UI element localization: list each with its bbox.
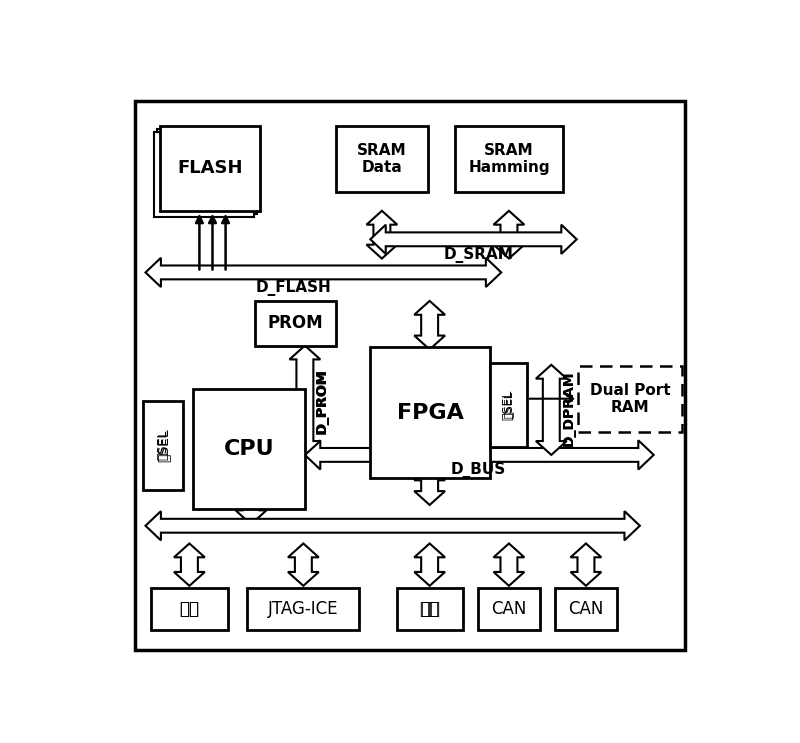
Bar <box>370 347 490 478</box>
Bar <box>247 588 358 631</box>
Polygon shape <box>288 543 318 585</box>
Text: SRAM
Data: SRAM Data <box>357 143 406 175</box>
Bar <box>555 588 617 631</box>
Bar <box>143 401 183 490</box>
Polygon shape <box>494 211 524 259</box>
Bar <box>151 588 228 631</box>
Text: 抗SEL: 抗SEL <box>156 429 170 462</box>
Text: Dual Port
RAM: Dual Port RAM <box>590 383 670 415</box>
Polygon shape <box>146 511 640 540</box>
Text: D_PROM: D_PROM <box>315 368 329 433</box>
Bar <box>398 588 462 631</box>
Polygon shape <box>536 365 566 455</box>
Text: D_SRAM: D_SRAM <box>443 247 513 263</box>
Polygon shape <box>305 441 654 470</box>
Bar <box>157 129 257 214</box>
Polygon shape <box>414 467 445 505</box>
Polygon shape <box>290 345 320 455</box>
Text: FLASH: FLASH <box>178 160 243 178</box>
Bar <box>154 132 254 217</box>
Text: D_BUS: D_BUS <box>450 462 506 478</box>
Bar <box>255 301 336 345</box>
Polygon shape <box>494 543 524 585</box>
Bar <box>578 366 682 432</box>
Polygon shape <box>366 211 398 259</box>
Text: 网口: 网口 <box>420 600 440 618</box>
Polygon shape <box>235 478 266 525</box>
Bar <box>194 389 305 509</box>
Polygon shape <box>370 224 577 254</box>
Polygon shape <box>146 258 502 287</box>
Text: D_DPRAM: D_DPRAM <box>562 371 575 447</box>
Text: D_DPRAM: D_DPRAM <box>562 371 575 447</box>
Text: 抗SEL: 抗SEL <box>156 429 169 460</box>
Bar <box>490 363 526 447</box>
Polygon shape <box>570 543 602 585</box>
Polygon shape <box>414 543 445 585</box>
Text: D_PROM: D_PROM <box>315 369 329 434</box>
Text: CPU: CPU <box>224 439 274 459</box>
Text: 串口: 串口 <box>179 600 199 618</box>
Text: SRAM
Hamming: SRAM Hamming <box>468 143 550 175</box>
Text: 抗SEL: 抗SEL <box>503 392 513 418</box>
Text: CAN: CAN <box>568 600 604 618</box>
Text: 抗SEL: 抗SEL <box>502 389 514 420</box>
Polygon shape <box>174 543 205 585</box>
Bar <box>455 126 563 192</box>
Text: PROM: PROM <box>267 314 323 332</box>
Text: 网口: 网口 <box>420 600 440 618</box>
Text: FPGA: FPGA <box>397 403 463 423</box>
Bar <box>160 126 260 211</box>
Text: CAN: CAN <box>491 600 526 618</box>
Text: JTAG-ICE: JTAG-ICE <box>268 600 338 618</box>
Bar <box>336 126 428 192</box>
Text: D_FLASH: D_FLASH <box>255 280 331 296</box>
Bar <box>478 588 540 631</box>
Text: 串口: 串口 <box>179 600 199 618</box>
Polygon shape <box>414 301 445 349</box>
